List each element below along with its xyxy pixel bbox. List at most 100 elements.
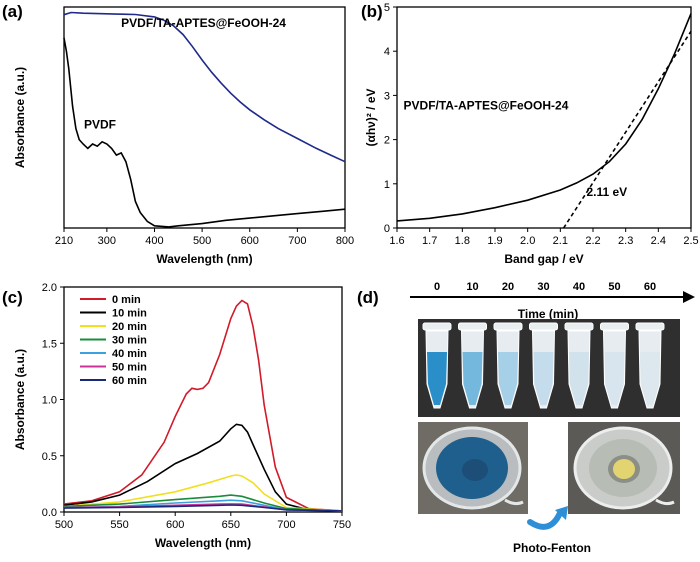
legend-label: 60 min xyxy=(112,375,147,387)
x-tick-label: 210 xyxy=(55,235,73,247)
y-tick-label: 0 xyxy=(384,223,390,235)
series-line xyxy=(63,299,343,512)
tube-liquid xyxy=(604,352,625,405)
tube-liquid xyxy=(640,352,660,405)
y-tick-label: 0.0 xyxy=(42,507,57,519)
series-line xyxy=(562,30,692,229)
tube-liquid xyxy=(569,352,589,405)
panel-a-label: (a) xyxy=(2,2,23,21)
x-tick-label: 300 xyxy=(98,235,116,247)
time-label: Time (min) xyxy=(518,307,578,321)
legend-label: 30 min xyxy=(112,335,147,347)
y-axis-label: Absorbance (a.u.) xyxy=(13,349,27,450)
plot-frame xyxy=(63,286,343,513)
x-tick-label: 1.8 xyxy=(455,235,470,247)
x-tick-label: 600 xyxy=(241,235,259,247)
x-tick-label: 550 xyxy=(110,519,128,531)
photo-fenton-arrow xyxy=(527,510,563,530)
bandgap-annotation: 2.11 eV xyxy=(586,185,627,199)
timeline-tick-label: 30 xyxy=(537,281,549,293)
x-tick-label: 700 xyxy=(277,519,295,531)
x-tick-label: 750 xyxy=(333,519,351,531)
timeline-tick-label: 0 xyxy=(434,281,440,293)
x-tick-label: 2.1 xyxy=(553,235,568,247)
photo-fenton-label: Photo-Fenton xyxy=(513,541,591,555)
panel-c-label: (c) xyxy=(2,288,23,307)
legend-label: 10 min xyxy=(112,308,147,320)
y-tick-label: 4 xyxy=(384,46,390,58)
x-tick-label: 700 xyxy=(288,235,306,247)
x-tick-label: 2.2 xyxy=(585,235,600,247)
x-axis-label: Wavelength (nm) xyxy=(155,536,251,550)
chart-b: 1.6 1.7 1.8 1.9 2.0 2.1 2.2 2.3 2.4 2.5 0 1 2 3 4 5 Band… xyxy=(364,2,699,266)
series-label: PVDF/TA-APTES@FeOOH-24 xyxy=(404,99,569,113)
y-tick-label: 2 xyxy=(384,135,390,147)
series-line xyxy=(63,474,343,512)
series-line xyxy=(63,37,346,228)
tube-cap xyxy=(493,322,523,331)
y-axis-label: Absorbance (a.u.) xyxy=(13,67,27,168)
y-axis-label: (αhν)² / eV xyxy=(364,88,378,146)
legend-label: 0 min xyxy=(112,294,141,306)
x-tick-label: 2.4 xyxy=(651,235,666,247)
y-tick-label: 1.5 xyxy=(42,338,57,350)
x-tick-label: 1.6 xyxy=(389,235,404,247)
series-line xyxy=(396,13,692,222)
tube-cap xyxy=(564,322,594,331)
x-tick-label: 800 xyxy=(336,235,354,247)
y-tick-label: 5 xyxy=(384,2,390,14)
x-tick-label: 2.0 xyxy=(520,235,535,247)
tube-cap xyxy=(458,322,487,331)
tube-liquid xyxy=(427,352,447,405)
series-line xyxy=(63,494,343,512)
y-tick-label: 3 xyxy=(384,90,390,102)
tube-cap xyxy=(635,322,665,331)
beaker-after-spout xyxy=(655,498,675,506)
x-tick-label: 500 xyxy=(193,235,211,247)
y-tick-label: 1 xyxy=(384,179,390,191)
timeline-ticks: 0 10 20 30 40 50 60 xyxy=(434,281,656,293)
timeline-arrowhead xyxy=(683,291,695,303)
series-line xyxy=(63,504,343,512)
panel-b-label: (b) xyxy=(361,2,383,21)
beaker-after-membrane xyxy=(613,459,635,479)
panel-d: 0 10 20 30 40 50 60 Time (min) Photo-Fenton xyxy=(410,281,695,555)
timeline-tick-label: 60 xyxy=(644,281,656,293)
series-line xyxy=(63,11,346,163)
legend-label: 50 min xyxy=(112,362,147,374)
plot-frame xyxy=(63,6,346,229)
legend-label: 20 min xyxy=(112,321,147,333)
x-tick-label: 1.7 xyxy=(422,235,437,247)
plot-frame xyxy=(396,6,692,229)
tube-cap xyxy=(529,322,558,331)
timeline-tick-label: 10 xyxy=(466,281,478,293)
y-tick-label: 1.0 xyxy=(42,395,57,407)
x-tick-label: 1.9 xyxy=(487,235,502,247)
tube-cap xyxy=(422,322,452,331)
x-axis-label: Band gap / eV xyxy=(504,252,583,266)
tube-liquid xyxy=(498,352,518,405)
chart-c: 500 550 600 650 700 750 0.0 0.5 1.0 1.5 2.0 Wavelen… xyxy=(13,282,351,550)
x-tick-label: 2.3 xyxy=(618,235,633,247)
tube-liquid xyxy=(533,352,554,405)
x-axis-label: Wavelength (nm) xyxy=(156,252,252,266)
beaker-before-spout xyxy=(504,498,524,506)
timeline-tick-label: 40 xyxy=(573,281,585,293)
x-tick-label: 500 xyxy=(55,519,73,531)
x-tick-label: 400 xyxy=(145,235,163,247)
legend-label: 40 min xyxy=(112,348,147,360)
series-line xyxy=(63,423,343,512)
panel-d-label: (d) xyxy=(357,288,379,307)
timeline-tick-label: 50 xyxy=(608,281,620,293)
beaker-before-membrane xyxy=(462,459,488,481)
y-tick-label: 0.5 xyxy=(42,451,57,463)
x-tick-label: 650 xyxy=(222,519,240,531)
photo-fenton-arrowhead xyxy=(555,506,568,520)
series-label-fe: PVDF/TA-APTES@FeOOH-24 xyxy=(121,16,286,30)
x-tick-label: 600 xyxy=(166,519,184,531)
tubes xyxy=(422,322,665,409)
tube-cap xyxy=(600,322,629,331)
chart-a: 210 300 400 500 600 700 800 Wavelength (nm) Abso… xyxy=(13,6,354,266)
timeline-tick-label: 20 xyxy=(502,281,514,293)
